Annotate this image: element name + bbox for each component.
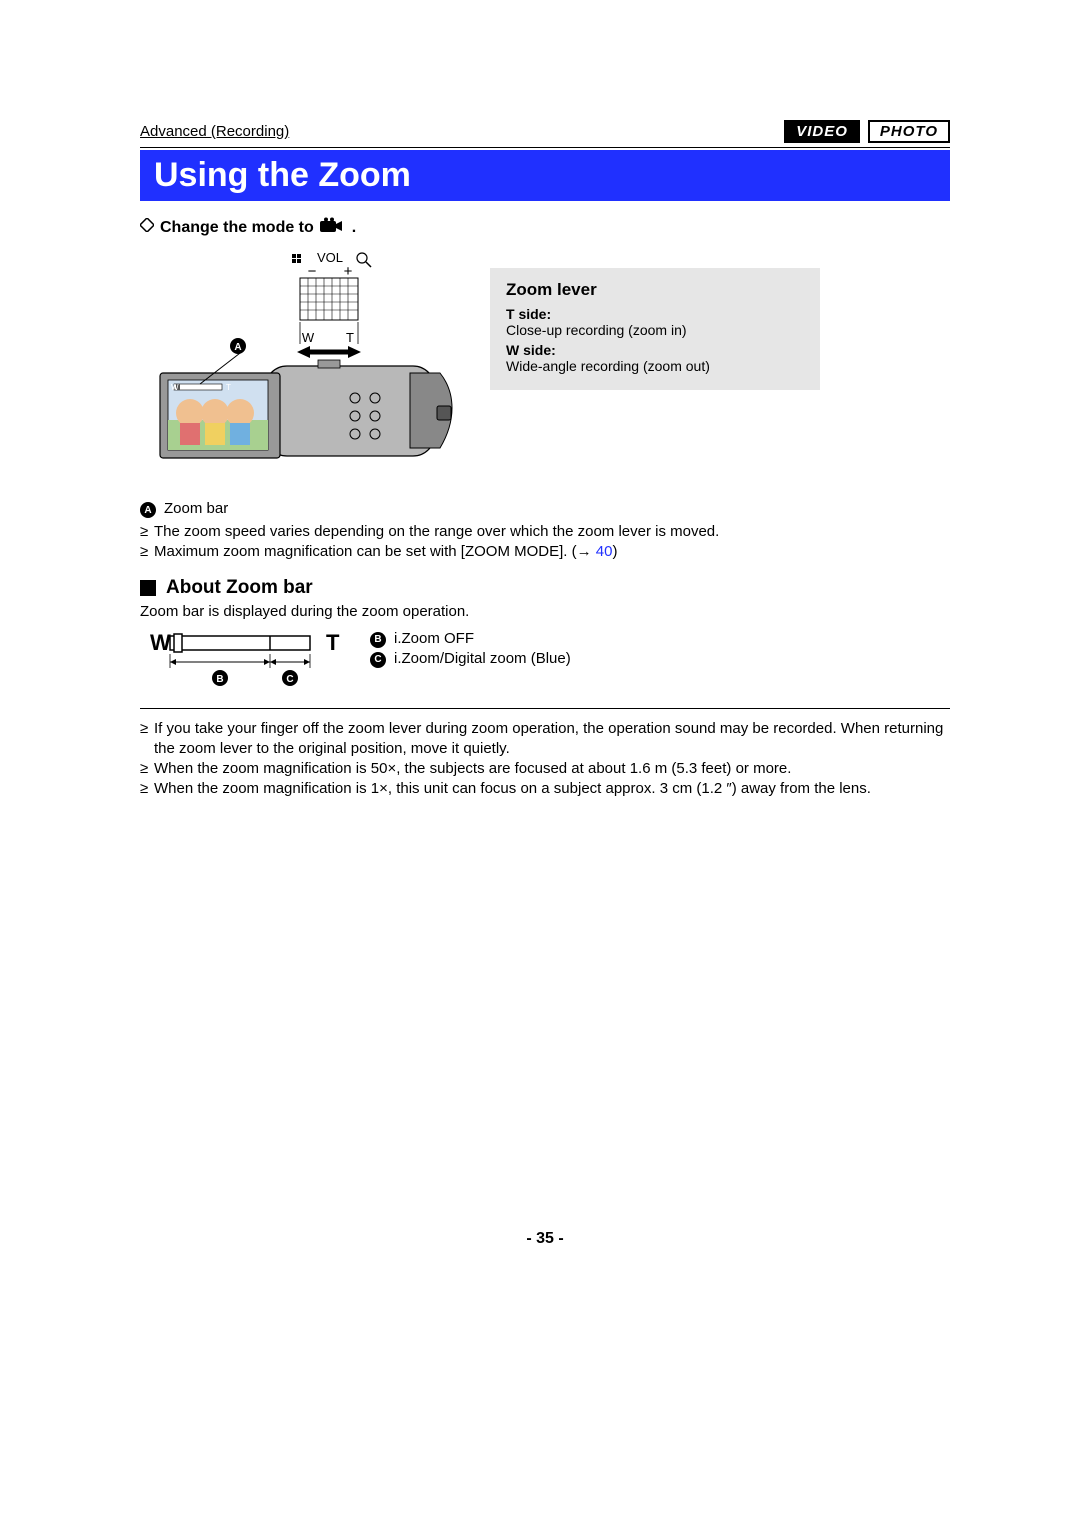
svg-text:C: C	[286, 674, 293, 685]
bullet-2-0: If you take your finger off the zoom lev…	[140, 719, 950, 760]
svg-text:W: W	[171, 383, 179, 392]
diamond-icon	[140, 218, 154, 237]
bullets-2: If you take your finger off the zoom lev…	[140, 719, 950, 800]
about-zoom-bar-heading: About Zoom bar	[140, 577, 950, 599]
infobox-heading: Zoom lever	[506, 280, 804, 300]
page-title: Using the Zoom	[140, 150, 950, 201]
mode-prefix: Change the mode to	[160, 219, 314, 237]
svg-text:W: W	[150, 630, 171, 655]
svg-text:W: W	[302, 330, 315, 345]
t-side-label: T side:	[506, 306, 804, 322]
callout-b-icon: B	[370, 632, 386, 648]
zoom-lever-infobox: Zoom lever T side: Close-up recording (z…	[490, 268, 820, 390]
w-side-label: W side:	[506, 342, 804, 358]
callout-c: C i.Zoom/Digital zoom (Blue)	[370, 650, 571, 668]
svg-text:−: −	[308, 263, 317, 280]
bullet-2-2: When the zoom magnification is 1×, this …	[140, 779, 950, 799]
breadcrumb[interactable]: Advanced (Recording)	[140, 123, 776, 140]
bullet-1-0: The zoom speed varies depending on the r…	[140, 522, 950, 542]
divider	[140, 708, 950, 709]
callout-c-icon: C	[370, 652, 386, 668]
svg-text:T: T	[226, 383, 231, 392]
svg-text:T: T	[326, 630, 340, 655]
camera-diagram: VOL − + W T	[140, 248, 460, 488]
w-side-desc: Wide-angle recording (zoom out)	[506, 358, 804, 374]
about-subtext: Zoom bar is displayed during the zoom op…	[140, 603, 950, 620]
mode-suffix: .	[352, 219, 356, 237]
callout-a: A Zoom bar	[140, 500, 950, 518]
bullet-1-1: Maximum zoom magnification can be set wi…	[140, 542, 950, 562]
callout-c-text: i.Zoom/Digital zoom (Blue)	[394, 650, 571, 667]
callout-a-text: Zoom bar	[164, 500, 228, 517]
square-bullet-icon	[140, 580, 156, 596]
callout-a-icon: A	[140, 502, 156, 518]
callout-b-text: i.Zoom OFF	[394, 630, 474, 647]
bullet-2-1: When the zoom magnification is 50×, the …	[140, 759, 950, 779]
page-number: - 35 -	[140, 1230, 950, 1248]
zoom-bar-diagram: W T B C	[140, 630, 340, 690]
svg-text:B: B	[216, 674, 223, 685]
page-ref-40[interactable]: 40	[596, 543, 613, 560]
callout-b: B i.Zoom OFF	[370, 630, 571, 648]
svg-text:A: A	[234, 342, 241, 353]
photo-badge: PHOTO	[868, 120, 950, 143]
svg-text:VOL: VOL	[317, 250, 343, 265]
mode-instruction: Change the mode to .	[140, 217, 950, 238]
svg-text:T: T	[346, 330, 354, 345]
svg-text:+: +	[344, 263, 353, 280]
bullets-1: The zoom speed varies depending on the r…	[140, 522, 950, 563]
t-side-desc: Close-up recording (zoom in)	[506, 322, 804, 338]
record-mode-icon	[320, 217, 346, 238]
video-badge: VIDEO	[784, 120, 860, 143]
